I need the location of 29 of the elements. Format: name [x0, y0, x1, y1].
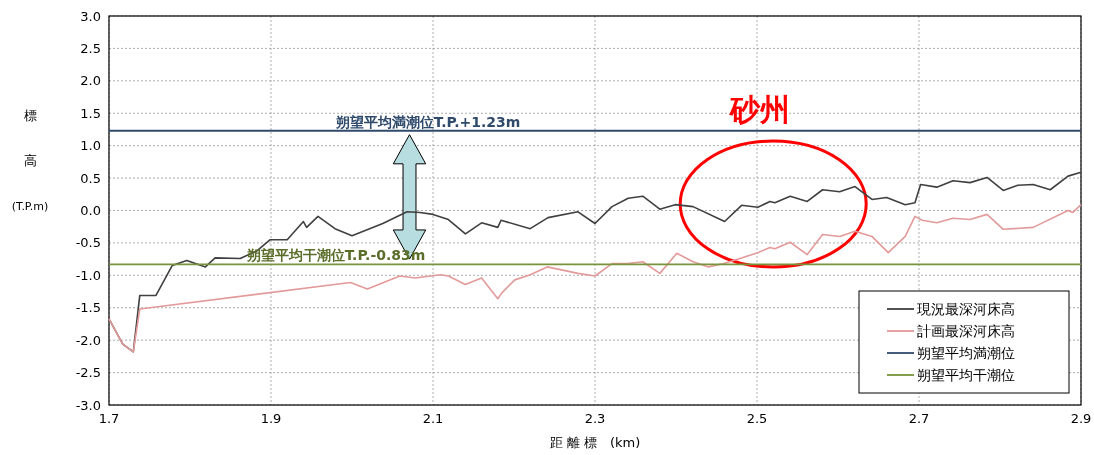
annotation: 朔望平均満潮位T.P.+1.23m — [334, 113, 521, 130]
legend-label: 朔望平均干潮位 — [917, 366, 1015, 383]
y-tick-label: -1.0 — [75, 267, 101, 283]
y-tick-label: 3.0 — [80, 8, 101, 24]
y-tick-label: 1.5 — [80, 105, 101, 121]
x-tick-label: 2.3 — [584, 411, 606, 426]
y-tick-label: 1.0 — [80, 138, 101, 154]
legend-label: 計画最深河床高 — [917, 322, 1015, 339]
x-axis-title: 距 離 標 (km) — [549, 435, 641, 450]
y-tick-label: -0.5 — [75, 235, 101, 251]
x-tick-label: 1.9 — [260, 411, 282, 426]
y-tick-label: 2.0 — [80, 73, 101, 89]
x-tick-label: 1.7 — [98, 411, 120, 426]
y-tick-label: -1.5 — [75, 300, 101, 316]
y-tick-label: 0.0 — [80, 203, 101, 219]
x-tick-label: 2.1 — [422, 411, 444, 426]
legend-label: 朔望平均満潮位 — [917, 344, 1015, 361]
x-tick-label: 2.7 — [908, 411, 930, 426]
y-tick-label: 2.5 — [80, 40, 101, 56]
y-tick-label: -2.5 — [75, 365, 101, 381]
text: 標高(T.P.m) — [11, 108, 49, 213]
annotation: 朔望平均干潮位T.P.-0.83m — [245, 247, 426, 264]
legend-label: 現況最深河床高 — [917, 300, 1015, 317]
y-tick-label: -2.0 — [75, 332, 101, 348]
annotation: 砂州 — [729, 92, 790, 127]
y-tick-label: -3.0 — [75, 397, 101, 413]
x-tick-label: 2.5 — [746, 411, 768, 426]
y-tick-label: 0.5 — [80, 170, 101, 186]
x-tick-label: 2.9 — [1070, 411, 1092, 426]
